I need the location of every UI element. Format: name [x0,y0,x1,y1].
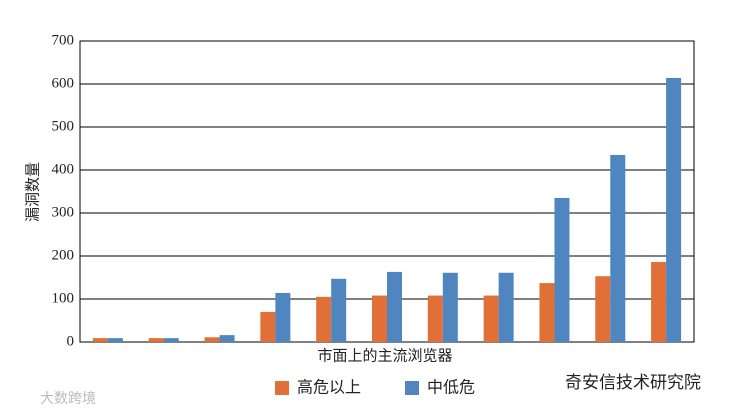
y-tick-label: 200 [52,247,75,263]
y-tick-label: 500 [52,118,75,134]
watermark: 奇安信技术研究院 [565,373,701,392]
bar [92,338,108,342]
bar [275,292,291,342]
bar [372,295,387,342]
bar [554,197,570,342]
legend-label: 高危以上 [297,379,361,397]
bar [427,295,443,342]
bar [163,338,179,342]
bar [387,271,402,342]
y-tick-label: 400 [52,161,75,177]
bar [316,296,332,342]
y-tick-label: 100 [52,290,75,306]
bar [107,338,123,342]
bar [442,272,458,342]
bar [539,283,555,342]
bar [610,154,626,342]
y-tick-label: 600 [52,75,75,91]
legend-swatch [405,381,419,395]
legend-label: 中低危 [427,379,475,397]
y-tick-label: 700 [52,32,75,48]
bar [666,77,682,342]
bar [595,276,611,342]
bar [148,338,164,342]
y-tick-label: 300 [52,204,75,220]
bar [483,295,499,342]
y-axis-label: 漏洞数量 [24,162,41,222]
y-tick-label: 0 [67,333,75,349]
bar [260,311,276,342]
bar [331,278,347,342]
watermark: 大数跨境 [40,391,96,407]
legend-swatch [275,381,289,395]
bar [651,262,667,342]
bar [204,337,220,342]
x-axis-label: 市面上的主流浏览器 [317,347,452,364]
bar [498,272,514,342]
bar [219,335,235,342]
